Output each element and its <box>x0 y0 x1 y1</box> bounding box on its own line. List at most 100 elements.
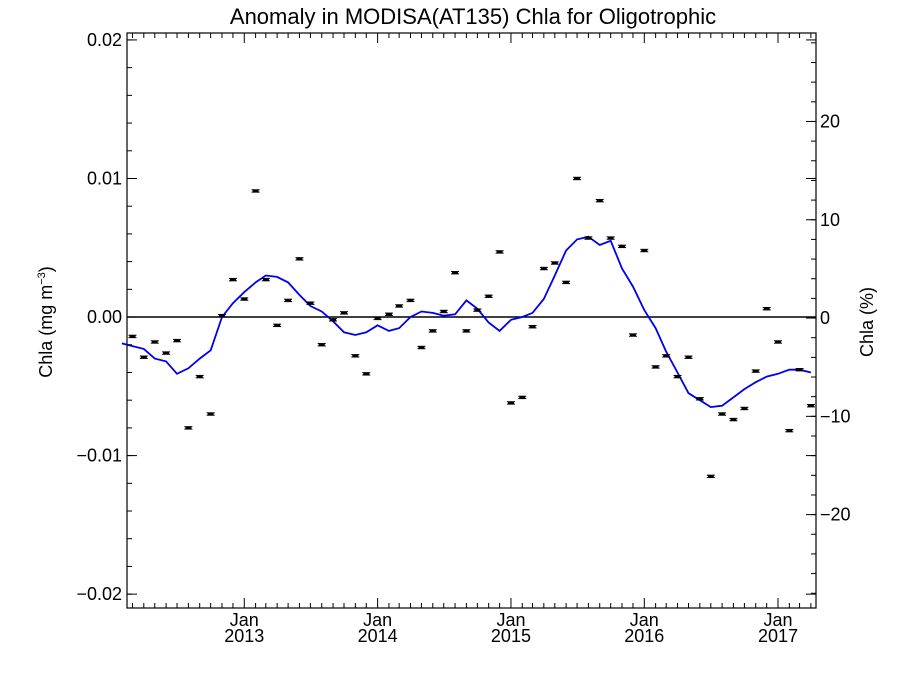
data-marker <box>207 413 214 416</box>
right-y-tick-label: 10 <box>820 210 840 230</box>
x-tick-label-month: Jan <box>496 610 525 630</box>
data-marker <box>719 413 726 416</box>
data-marker <box>385 313 392 316</box>
anomaly-point <box>640 248 649 253</box>
data-marker <box>752 370 759 373</box>
anomaly-point <box>595 198 604 203</box>
anomaly-point <box>139 355 148 359</box>
anomaly-point <box>785 428 794 433</box>
anomaly-point <box>162 351 171 355</box>
anomaly-point <box>439 309 448 314</box>
anomaly-point <box>562 280 571 285</box>
data-marker <box>696 397 703 400</box>
data-marker <box>563 281 570 284</box>
anomaly-point <box>306 301 315 305</box>
anomaly-point <box>284 298 293 303</box>
anomaly-point <box>618 244 627 249</box>
left-y-tick-label: −0.01 <box>76 446 122 466</box>
anomaly-point <box>384 312 393 316</box>
data-marker <box>296 257 303 260</box>
data-marker <box>185 426 192 429</box>
x-tick-label-year: 2015 <box>491 626 531 646</box>
data-marker <box>551 262 558 264</box>
anomaly-point <box>762 307 771 311</box>
anomaly-point <box>706 474 715 479</box>
anomaly-point <box>673 374 682 379</box>
data-marker <box>285 299 292 302</box>
data-marker <box>796 368 803 371</box>
data-marker <box>274 324 281 327</box>
anomaly-point <box>273 323 282 328</box>
anomaly-point <box>150 340 159 344</box>
anomaly-point <box>295 257 304 261</box>
plot-area <box>126 32 817 609</box>
left-y-axis-label: Chla (mg m−3) <box>36 266 56 378</box>
anomaly-point <box>539 266 548 271</box>
anomaly-point <box>740 406 749 411</box>
data-marker <box>140 356 147 359</box>
data-marker <box>352 354 359 357</box>
x-tick-label-year: 2013 <box>224 626 264 646</box>
data-marker <box>663 354 670 357</box>
anomaly-point <box>506 401 515 405</box>
anomaly-point <box>184 426 193 430</box>
data-marker <box>163 352 170 355</box>
plot-border <box>126 32 817 609</box>
anomaly-point <box>362 372 371 376</box>
anomaly-point <box>373 316 382 321</box>
anomaly-point <box>606 236 615 240</box>
right-y-axis-label: Chla (%) <box>857 287 877 357</box>
data-marker <box>585 237 592 240</box>
data-marker <box>341 311 348 314</box>
anomaly-point <box>406 298 415 303</box>
data-marker <box>730 418 737 421</box>
anomaly-point <box>195 374 204 379</box>
anomaly-point <box>718 412 727 416</box>
data-marker <box>540 267 547 270</box>
right-y-axis: 20 10 0 −10 −20 <box>806 42 851 594</box>
smoothed-anomaly-line <box>121 235 812 409</box>
data-marker <box>196 375 203 378</box>
anomaly-point <box>240 297 249 301</box>
data-marker <box>652 365 659 368</box>
data-marker <box>629 334 636 337</box>
data-marker <box>596 199 603 202</box>
anomaly-point <box>451 270 460 275</box>
data-marker <box>641 249 648 252</box>
data-marker <box>807 404 814 407</box>
anomaly-point <box>528 325 537 329</box>
data-marker <box>529 325 536 328</box>
data-marker <box>229 278 236 281</box>
anomaly-point <box>351 354 360 358</box>
x-tick-label-year: 2017 <box>758 626 798 646</box>
x-tick-label-month: Jan <box>363 610 392 630</box>
data-marker <box>330 318 337 321</box>
data-marker <box>407 299 414 302</box>
data-marker <box>519 396 526 399</box>
data-marker <box>129 335 136 338</box>
data-marker <box>262 278 269 281</box>
data-marker <box>474 309 481 312</box>
anomaly-point <box>128 334 137 339</box>
x-tick-label-month: Jan <box>763 610 792 630</box>
anomaly-point <box>550 261 559 265</box>
right-y-tick-label: 0 <box>820 308 830 328</box>
x-tick-label-month: Jan <box>630 610 659 630</box>
anomaly-point <box>628 333 637 337</box>
anomaly-point <box>217 313 226 318</box>
anomaly-point <box>251 189 260 193</box>
data-marker <box>374 317 381 320</box>
data-marker <box>507 401 514 404</box>
right-y-tick-label: 20 <box>820 111 840 131</box>
anomaly-point <box>417 345 426 350</box>
anomaly-point <box>173 338 182 343</box>
data-marker <box>252 189 259 192</box>
chart-title: Anomaly in MODISA(AT135) Chla for Oligot… <box>230 4 716 29</box>
data-marker <box>429 329 436 332</box>
anomaly-point <box>795 367 804 372</box>
anomaly-point <box>317 343 326 347</box>
anomaly-point <box>651 365 660 369</box>
anomaly-point <box>473 308 482 312</box>
